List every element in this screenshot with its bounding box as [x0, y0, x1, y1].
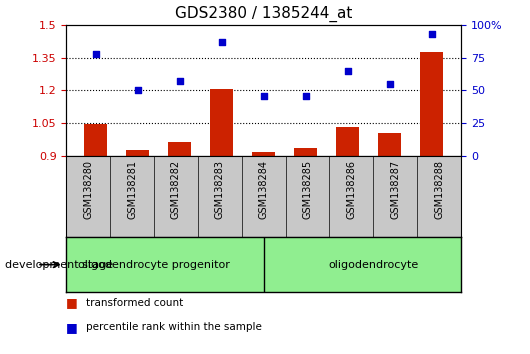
Bar — [252, 153, 275, 156]
Bar — [294, 148, 317, 156]
Text: GSM138282: GSM138282 — [171, 160, 181, 219]
Title: GDS2380 / 1385244_at: GDS2380 / 1385244_at — [175, 6, 352, 22]
Text: ■: ■ — [66, 321, 78, 334]
Text: oligodendrocyte progenitor: oligodendrocyte progenitor — [78, 259, 230, 270]
Bar — [126, 150, 149, 156]
Text: ■: ■ — [66, 296, 78, 309]
Bar — [420, 52, 443, 156]
Text: GSM138281: GSM138281 — [127, 160, 137, 219]
Bar — [336, 127, 359, 156]
Point — [217, 39, 226, 45]
Text: GSM138288: GSM138288 — [434, 160, 444, 219]
Bar — [84, 124, 107, 156]
Point — [134, 87, 142, 93]
Bar — [210, 89, 233, 156]
Bar — [168, 142, 191, 156]
Text: oligodendrocyte: oligodendrocyte — [328, 259, 419, 270]
Bar — [378, 133, 401, 156]
Point — [302, 93, 310, 98]
Text: development stage: development stage — [5, 259, 113, 270]
Point — [92, 51, 100, 56]
Point — [259, 93, 268, 98]
Text: GSM138286: GSM138286 — [347, 160, 356, 219]
Point — [385, 81, 394, 86]
Text: GSM138280: GSM138280 — [83, 160, 93, 219]
Point — [175, 78, 184, 84]
Text: GSM138284: GSM138284 — [259, 160, 269, 219]
Point — [343, 68, 352, 73]
Text: GSM138285: GSM138285 — [303, 160, 313, 219]
Text: percentile rank within the sample: percentile rank within the sample — [86, 322, 262, 332]
Text: GSM138287: GSM138287 — [390, 160, 400, 219]
Text: transformed count: transformed count — [86, 298, 183, 308]
Text: GSM138283: GSM138283 — [215, 160, 225, 219]
Point — [427, 31, 436, 37]
